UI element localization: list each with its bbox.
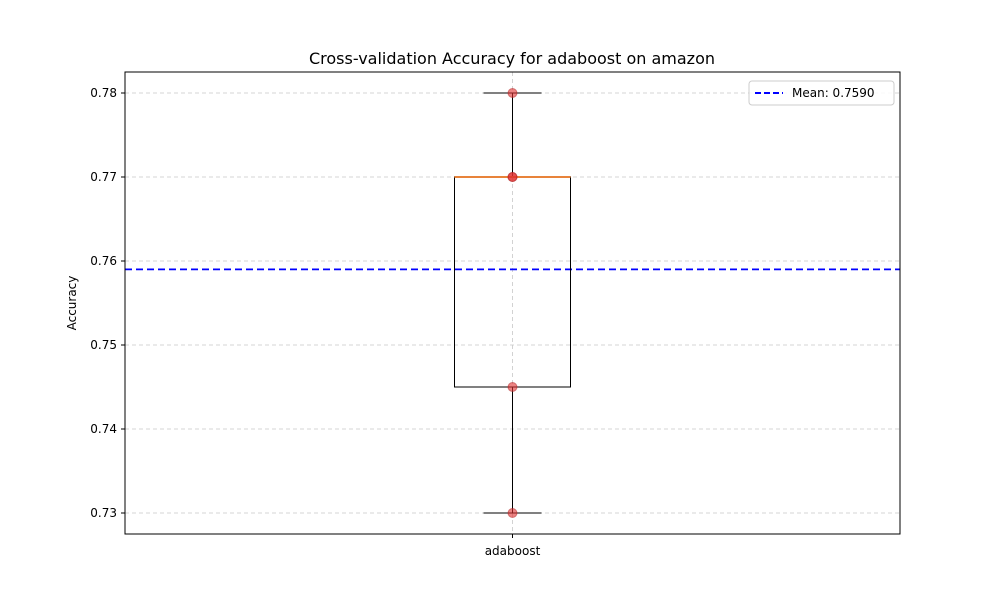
data-point — [507, 508, 518, 518]
data-point — [507, 382, 518, 392]
x-tick-label: adaboost — [485, 544, 541, 558]
x-axis: adaboost — [485, 534, 541, 558]
legend-frame — [748, 80, 895, 106]
y-tick-label: 0.75 — [90, 338, 117, 352]
legend-mean-label: Mean: 0.7590 — [792, 86, 875, 100]
y-axis-label: Accuracy — [65, 276, 79, 331]
y-tick-label: 0.74 — [90, 422, 117, 436]
y-tick-label: 0.77 — [90, 170, 117, 184]
y-axis: 0.73 0.74 0.75 0.76 0.77 0.78 — [90, 86, 125, 520]
y-tick-label: 0.76 — [90, 254, 117, 268]
y-tick-label: 0.78 — [90, 86, 117, 100]
data-point — [507, 88, 518, 98]
chart-title: Cross-validation Accuracy for adaboost o… — [309, 49, 715, 68]
y-tick-label: 0.73 — [90, 506, 117, 520]
points-layer — [507, 88, 518, 518]
data-point — [507, 172, 518, 182]
legend: Mean: 0.7590 — [748, 80, 895, 106]
